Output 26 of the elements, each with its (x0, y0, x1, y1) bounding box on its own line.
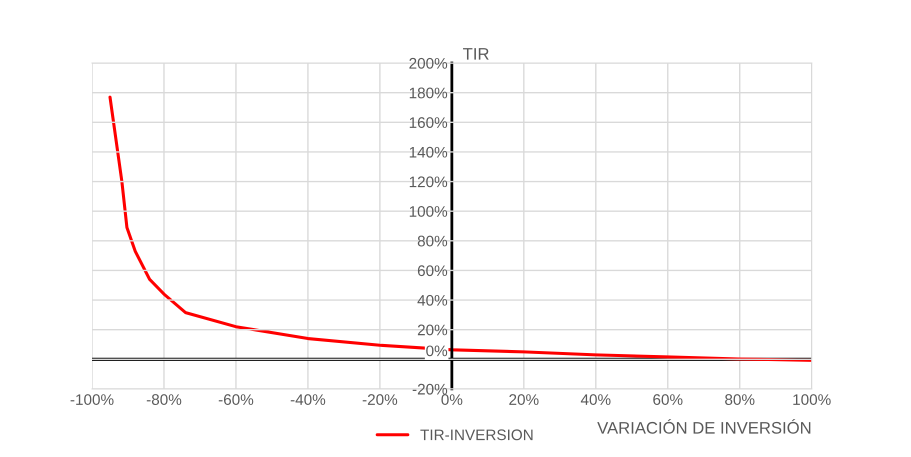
x-tick-label: 80% (725, 394, 754, 405)
y-tick-label: 140% (410, 146, 448, 158)
x-tick-label: -60% (218, 394, 254, 405)
y-tick-label: 0% (426, 345, 448, 356)
y-tick-label: 120% (410, 176, 448, 188)
x-tick-label: 40% (580, 394, 611, 405)
y-axis-title: TIR (463, 48, 489, 60)
x-tick-label: -40% (290, 394, 326, 405)
y-tick-label: 180% (410, 88, 448, 98)
x-tick-label: 0% (441, 394, 462, 405)
x-tick-label: -100% (70, 394, 114, 405)
y-tick-label: 60% (418, 265, 448, 276)
y-tick-label: 100% (410, 206, 448, 217)
y-tick-label: 40% (417, 294, 448, 306)
x-tick-label: -80% (146, 394, 182, 405)
y-tick-label: -20% (412, 384, 448, 395)
x-axis-title: VARIACIÓN DE INVERSIÓN (597, 419, 810, 434)
x-tick-label: 100% (793, 394, 831, 405)
legend-label: TIR-INVERSION (420, 429, 533, 440)
x-tick-label: 60% (653, 394, 683, 405)
x-tick-label: -20% (362, 394, 398, 405)
y-tick-label: 20% (418, 324, 448, 336)
y-tick-label: 80% (418, 236, 448, 246)
y-tick-label: 160% (410, 117, 448, 128)
y-tick-label: 200% (409, 58, 448, 69)
x-tick-label: 20% (509, 394, 539, 405)
